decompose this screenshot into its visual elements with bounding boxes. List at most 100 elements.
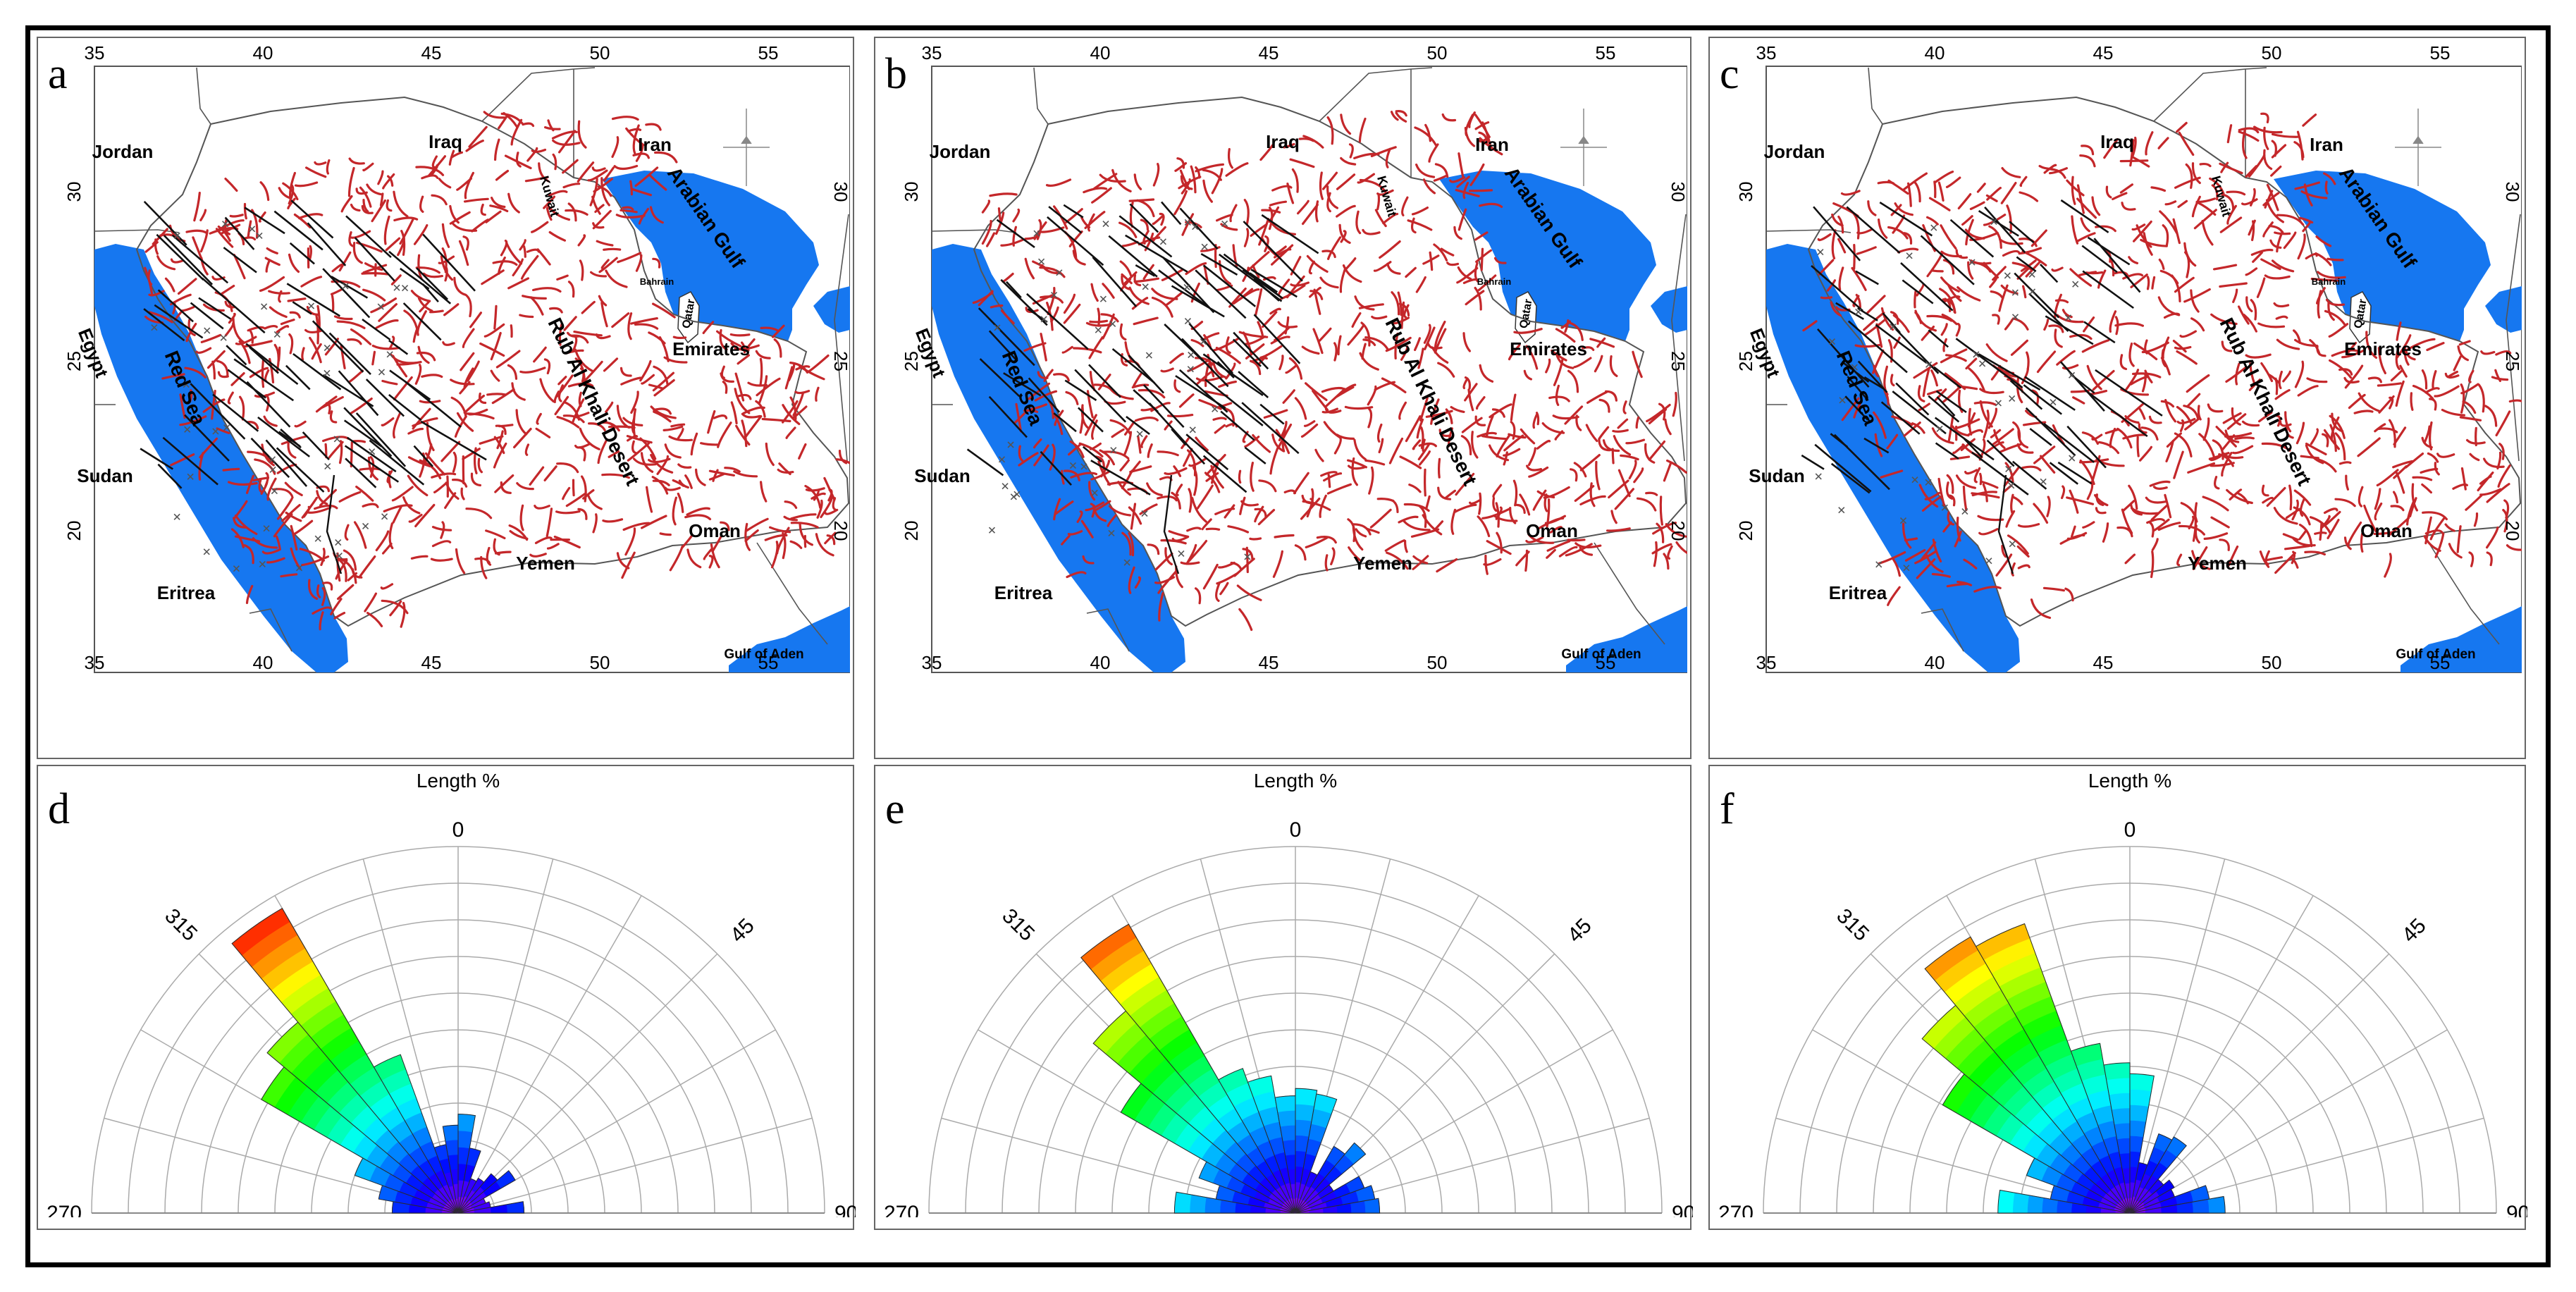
known-nfs-structures-layer [140, 199, 487, 493]
rose-petal [2129, 1136, 2187, 1214]
map-label-qatar: Qatar [1518, 298, 1535, 329]
red-sea-water [94, 244, 348, 672]
longitude-tick-label: 40 [1925, 652, 1945, 673]
latitude-tick-label: 25 [2502, 351, 2522, 371]
saudi-arabia-outline [973, 96, 1687, 627]
rose-diagram: Length % 0 45 315 90 270 [47, 770, 856, 1217]
map-label-iran: Iran [2310, 134, 2343, 155]
map-label-yemen: Yemen [2188, 553, 2247, 574]
rose-petal [2129, 1188, 2176, 1214]
rose-petal [1173, 1191, 1296, 1214]
red-sea-water [932, 244, 1185, 672]
rose-panel-e: Length % 0 45 315 90 270 e [874, 765, 1693, 1230]
red-sea-water [1766, 244, 2020, 672]
map-label-emirates: Emirates [672, 338, 750, 359]
rose-axis-label-n: 0 [1290, 818, 1302, 842]
latitude-tick-label: 25 [830, 351, 850, 371]
rose-petal [1218, 1068, 1296, 1214]
rose-panel-f: Length % 0 45 315 90 270 f [1708, 765, 2527, 1230]
panel-letter: d [48, 785, 70, 833]
known-nfs-fault [1163, 474, 1180, 574]
rose-axis-label-n: 0 [2124, 818, 2136, 842]
rose-axis-label-n: 0 [452, 818, 464, 842]
map-label-oman: Oman [1526, 520, 1578, 541]
rose-panel-d: Length % 0 45 315 90 270 d [37, 765, 856, 1230]
rose-title: Length % [2088, 770, 2171, 792]
panel-letter: a [48, 50, 68, 98]
longitude-tick-label: 50 [1427, 42, 1448, 63]
known-nfs-fault [1997, 474, 2014, 574]
longitude-tick-label: 50 [2262, 42, 2282, 63]
qatar-land [677, 291, 700, 344]
latitude-tick-label: 20 [830, 521, 850, 541]
rose-petal [442, 1124, 459, 1214]
longitude-tick-label: 40 [1925, 42, 1945, 63]
rose-axis-label-e: 90 [2506, 1202, 2527, 1217]
map-label-iraq: Iraq [1266, 131, 1300, 152]
map-label-jordan: Jordan [1764, 141, 1825, 162]
latitude-tick-label: 30 [1668, 182, 1687, 202]
map-label-gulf-of-aden: Gulf of Aden [2396, 647, 2475, 662]
longitude-tick-label: 40 [1090, 652, 1111, 673]
map-label-yemen: Yemen [516, 553, 575, 574]
gulf-of-aden-water [729, 606, 850, 672]
longitude-tick-label: 40 [1090, 42, 1111, 63]
country-border [481, 67, 596, 122]
longitude-tick-label: 45 [2093, 652, 2114, 673]
longitude-tick-label: 35 [1756, 652, 1777, 673]
latitude-tick-label: 20 [63, 521, 85, 541]
longitude-tick-label: 50 [2262, 652, 2282, 673]
map-label-eritrea: Eritrea [994, 582, 1053, 603]
legend-deduced: Deduced structures from SF. [496, 677, 763, 679]
rose-axis-label-w: 270 [884, 1202, 919, 1217]
map-frame [931, 66, 1687, 673]
rose-petal [2070, 1042, 2131, 1214]
country-border [834, 214, 849, 462]
map-panel-b: Jordan Iraq Iran Kuwait Arabian Gulf Bahrain Q… [874, 37, 1691, 759]
map-label-iran: Iran [638, 134, 672, 155]
rose-petal [2129, 1073, 2155, 1214]
rose-petal [1997, 1189, 2131, 1214]
rose-petal [1295, 1142, 1367, 1214]
map-label-emirates: Emirates [1510, 338, 1587, 359]
gulf-of-oman-water [813, 286, 850, 333]
latitude-tick-label: 20 [1668, 521, 1687, 541]
longitude-tick-label: 45 [2093, 42, 2114, 63]
longitude-tick-label: 55 [2430, 42, 2451, 63]
longitude-tick-label: 45 [421, 42, 442, 63]
panel-letter: c [1720, 50, 1739, 98]
rose-axis-label-e: 90 [1672, 1202, 1693, 1217]
known-nfs-fault [326, 474, 343, 574]
map-label-bahrain: Bahrain [1477, 276, 1511, 287]
legend-deduced: Deduced structures from SF. [1333, 677, 1600, 679]
latitude-tick-label: 30 [830, 182, 850, 202]
longitude-tick-label: 35 [85, 652, 105, 673]
latitude-tick-label: 30 [63, 182, 85, 202]
rose-petal [261, 1066, 459, 1214]
country-border [1033, 67, 1049, 125]
latitude-tick-label: 20 [1735, 521, 1756, 541]
country-border [2506, 214, 2521, 462]
longitude-tick-label: 45 [1259, 42, 1279, 63]
longitude-tick-label: 35 [1756, 42, 1777, 63]
map-label-iran: Iran [1475, 134, 1509, 155]
longitude-tick-label: 50 [1427, 652, 1448, 673]
rose-petal [1942, 1073, 2131, 1214]
rose-petals [1921, 923, 2226, 1214]
map-panel-a: Jordan Iraq Iran Kuwait Arabian Gulf Bahrain Q… [37, 37, 854, 759]
known-nfs-structures-layer [1801, 199, 2163, 496]
map-label-sudan: Sudan [914, 465, 970, 486]
legend: Deduced structures from SF.Known NFS str… [496, 677, 763, 679]
rose-petal [231, 908, 459, 1214]
north-arrow-icon [723, 109, 770, 186]
map-label-sudan: Sudan [1749, 465, 1804, 486]
country-border [1086, 608, 1130, 652]
longitude-tick-label: 45 [421, 652, 442, 673]
figure-frame [25, 25, 2551, 1267]
rose-petal [1975, 923, 2131, 1214]
map-label-yemen: Yemen [1353, 553, 1412, 574]
arabian-gulf-water [2274, 171, 2491, 341]
longitude-tick-label: 55 [1596, 652, 1616, 673]
